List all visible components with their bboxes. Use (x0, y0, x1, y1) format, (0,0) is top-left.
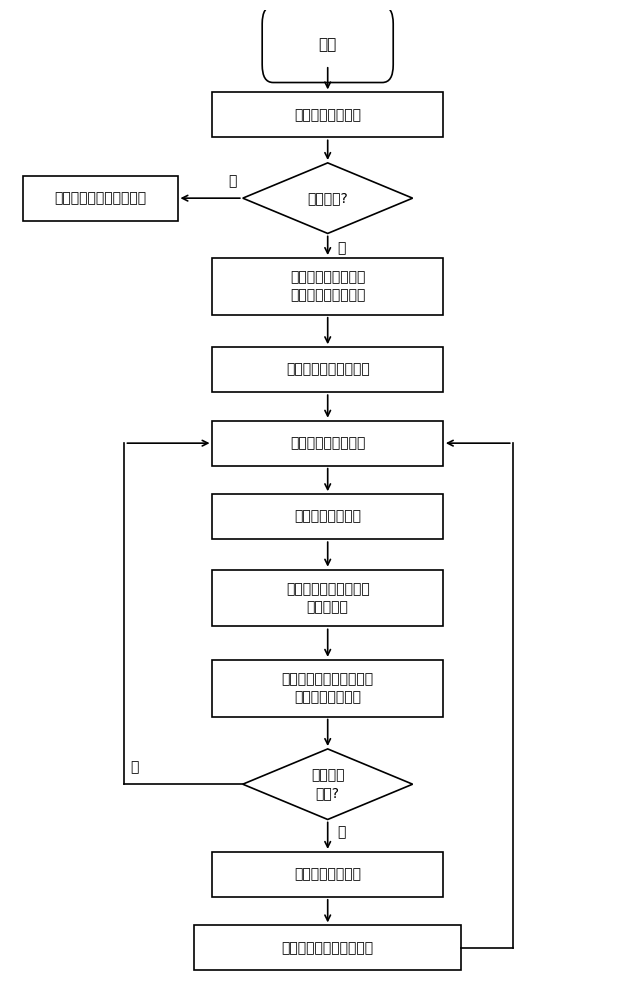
FancyBboxPatch shape (262, 6, 393, 83)
Bar (23, 176, 178, 221)
Text: 否: 否 (131, 760, 139, 774)
Bar (212, 570, 443, 626)
Bar (212, 421, 443, 466)
Text: 存储里程信息及缺陷信息: 存储里程信息及缺陷信息 (282, 941, 374, 955)
Text: 否: 否 (228, 174, 236, 188)
Bar (212, 494, 443, 539)
Text: 涂料喷头标记铁轨: 涂料喷头标记铁轨 (294, 867, 361, 881)
Text: 发送错误信号，等待处理: 发送错误信号，等待处理 (54, 191, 146, 205)
Text: 工控机结合深度神经网络
模型处理探伤数据: 工控机结合深度神经网络 模型处理探伤数据 (282, 672, 374, 704)
Bar (212, 258, 443, 315)
Text: 轨道存在
缺陷?: 轨道存在 缺陷? (311, 768, 344, 800)
Text: 开始: 开始 (319, 37, 337, 52)
Text: 初始化、系统自检: 初始化、系统自检 (294, 108, 361, 122)
Text: 是: 是 (337, 825, 345, 839)
Bar (194, 925, 461, 970)
Text: 是: 是 (337, 241, 345, 255)
Text: 信号处理工控机存储数
据、预处理: 信号处理工控机存储数 据、预处理 (286, 582, 370, 614)
Bar (212, 852, 443, 897)
Bar (212, 347, 443, 392)
Text: 探轮接收铁轨信号: 探轮接收铁轨信号 (294, 510, 361, 524)
Bar (212, 660, 443, 717)
Text: 驱动电机，小车前进
里程计开始记录里程: 驱动电机，小车前进 里程计开始记录里程 (290, 270, 365, 303)
Bar (212, 92, 443, 137)
Polygon shape (243, 163, 413, 233)
Text: 自检正常?: 自检正常? (307, 191, 348, 205)
Text: 水泵、探轮等开始工作: 水泵、探轮等开始工作 (286, 363, 370, 377)
Text: 探轮发送超声波信号: 探轮发送超声波信号 (290, 436, 365, 450)
Polygon shape (243, 749, 413, 819)
